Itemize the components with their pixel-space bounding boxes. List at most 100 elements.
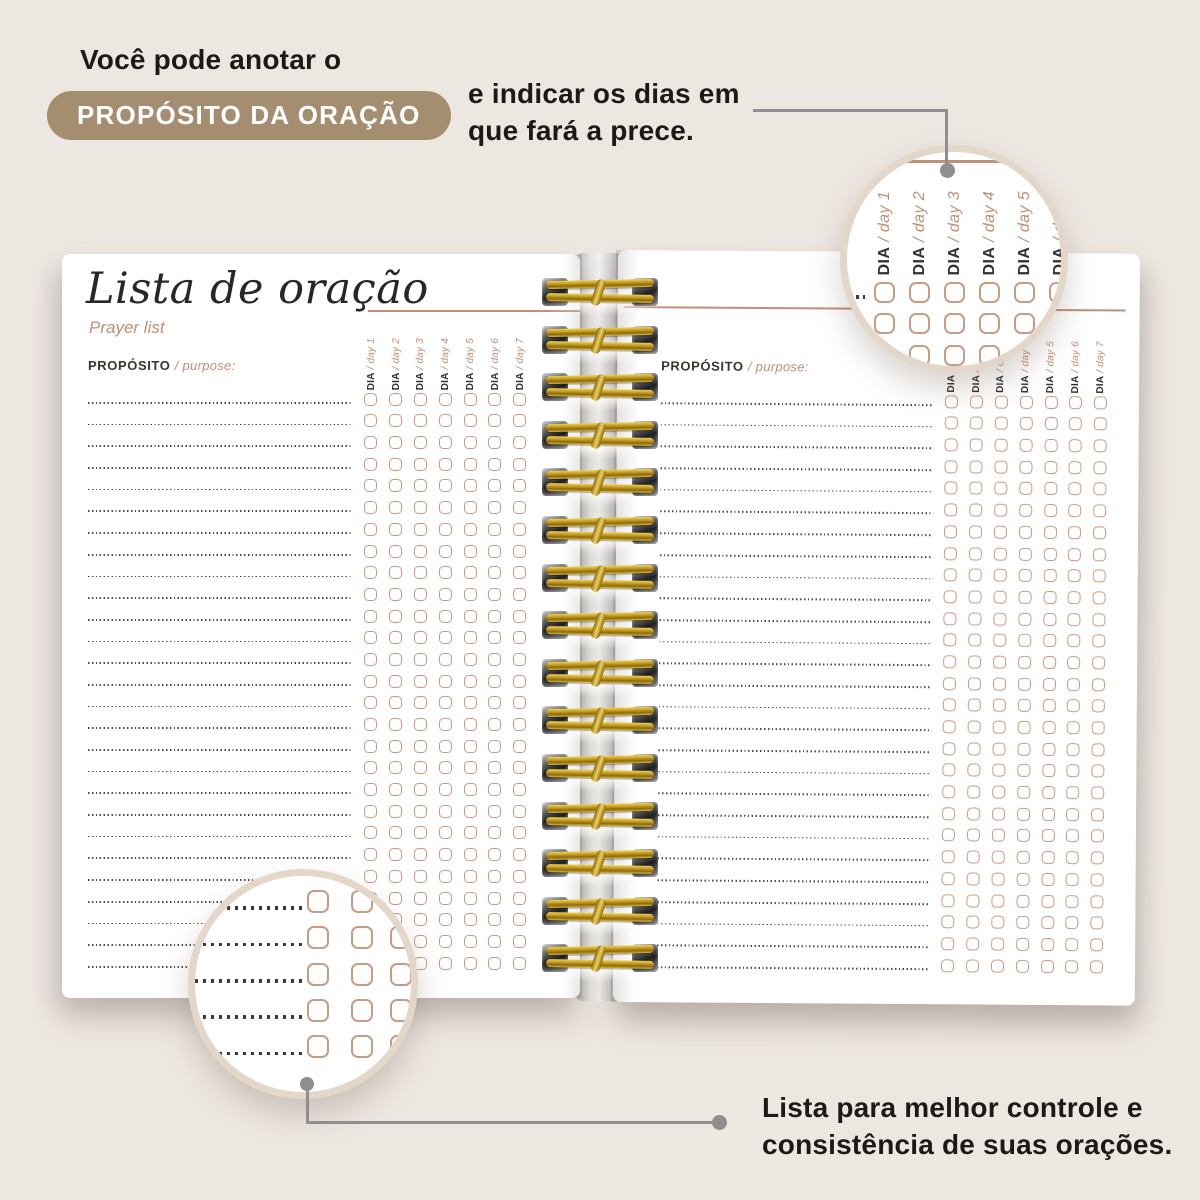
- day-checkbox: [364, 392, 378, 406]
- day-checkbox: [1017, 677, 1031, 691]
- prayer-row: [88, 796, 532, 818]
- day-checkbox: [438, 392, 452, 406]
- day-checkbox: [1065, 959, 1079, 973]
- day-checkbox: [438, 826, 452, 840]
- day-checkbox: [488, 544, 502, 558]
- day-checkbox: [1018, 547, 1032, 561]
- day-number: / day 3: [415, 337, 427, 373]
- prayer-row: [658, 753, 1110, 778]
- day-checkbox: [1043, 547, 1057, 561]
- day-checkbox: [1043, 460, 1058, 474]
- dotted-writing-line: [88, 705, 354, 708]
- day-checkbox: [389, 631, 403, 645]
- dotted-writing-line: [88, 835, 354, 838]
- prayer-row: [656, 948, 1109, 973]
- day-checkbox: [992, 698, 1006, 713]
- day-checkbox: [942, 850, 956, 864]
- day-checkbox: [389, 848, 403, 862]
- prayer-row: [660, 514, 1112, 540]
- day-checkbox: [463, 392, 477, 406]
- day-checkbox: [1067, 656, 1081, 670]
- day-checkbox: [945, 416, 959, 430]
- day-checkbox: [968, 590, 982, 604]
- dotted-writing-line: [88, 814, 354, 816]
- day-checkbox: [993, 633, 1007, 647]
- day-checkbox: [1017, 742, 1031, 756]
- day-checkbox: [463, 587, 477, 601]
- day-checkbox: [993, 590, 1007, 604]
- day-checkbox: [413, 674, 427, 688]
- day-checkbox: [488, 804, 502, 818]
- day-checkbox: [943, 611, 957, 625]
- magnified-checkbox: [1014, 313, 1035, 334]
- magnified-dotted-line: [195, 906, 305, 910]
- day-checkbox: [969, 481, 983, 495]
- day-checkbox: [513, 674, 527, 688]
- day-checkbox: [364, 804, 378, 818]
- day-number: / day 5: [465, 337, 477, 373]
- day-checkbox: [438, 522, 452, 536]
- day-checkbox: [1065, 894, 1079, 908]
- prayer-row: [88, 644, 532, 666]
- day-checkbox: [413, 696, 427, 710]
- prayer-row: [88, 818, 532, 840]
- spiral-ring: [528, 849, 672, 888]
- day-checkbox: [1068, 525, 1082, 540]
- day-checkbox: [1019, 438, 1033, 452]
- day-checkbox: [968, 655, 982, 669]
- day-checkbox: [389, 566, 403, 580]
- spiral-ring: [528, 611, 672, 650]
- dotted-writing-line: [656, 966, 931, 970]
- dotted-writing-line: [88, 488, 354, 491]
- day-checkbox: [488, 674, 502, 688]
- prayer-row: [88, 492, 532, 515]
- day-number: / day 4: [980, 190, 998, 247]
- dotted-writing-line: [88, 445, 354, 448]
- day-checkbox: [389, 501, 403, 515]
- day-checkbox: [463, 761, 477, 775]
- prayer-row: [657, 905, 1109, 930]
- rows-left: [88, 384, 532, 970]
- day-checkbox: [438, 891, 452, 905]
- days-note: e indicar os dias em que fará a prece.: [468, 76, 740, 150]
- day-checkbox: [438, 479, 452, 493]
- magnified-checkbox: [944, 313, 965, 334]
- day-checkbox: [413, 718, 427, 731]
- day-checkbox: [513, 761, 527, 775]
- day-checkbox: [513, 739, 527, 753]
- day-checkbox: [1065, 872, 1079, 887]
- day-checkbox: [438, 436, 452, 450]
- day-checkbox: [513, 544, 527, 558]
- prayer-row: [660, 384, 1113, 410]
- day-checkbox: [944, 546, 958, 560]
- prayer-row: [657, 883, 1109, 908]
- day-checkbox: [488, 479, 502, 493]
- day-checkbox: [1092, 547, 1107, 561]
- day-checkbox: [413, 522, 427, 536]
- day-checkbox: [488, 869, 502, 883]
- day-checkbox: [970, 395, 984, 409]
- prayer-row: [88, 449, 532, 471]
- day-checkbox: [413, 392, 427, 406]
- day-checkbox: [364, 544, 378, 558]
- prayer-row: [659, 623, 1111, 648]
- day-checkbox: [513, 522, 527, 536]
- day-checkbox: [941, 958, 955, 972]
- day-header: DIA / day 7: [1088, 333, 1113, 393]
- day-number: / day 4: [440, 337, 452, 373]
- day-checkbox: [488, 848, 502, 862]
- magnified-checkbox: [351, 1035, 373, 1059]
- day-checkbox: [413, 848, 427, 862]
- day-checkbox: [463, 631, 477, 645]
- day-checkbox: [968, 546, 983, 561]
- prayer-row: [660, 406, 1113, 431]
- day-checkbox: [513, 718, 527, 731]
- day-header: DIA / day 6: [1042, 170, 1062, 275]
- day-header: DIA / day 4: [972, 170, 1007, 275]
- day-checkbox: [1019, 417, 1033, 431]
- dotted-writing-line: [88, 402, 354, 404]
- dotted-writing-line: [88, 575, 354, 578]
- day-checkbox: [513, 609, 527, 623]
- day-checkbox: [438, 869, 452, 883]
- day-checkbox: [488, 718, 502, 731]
